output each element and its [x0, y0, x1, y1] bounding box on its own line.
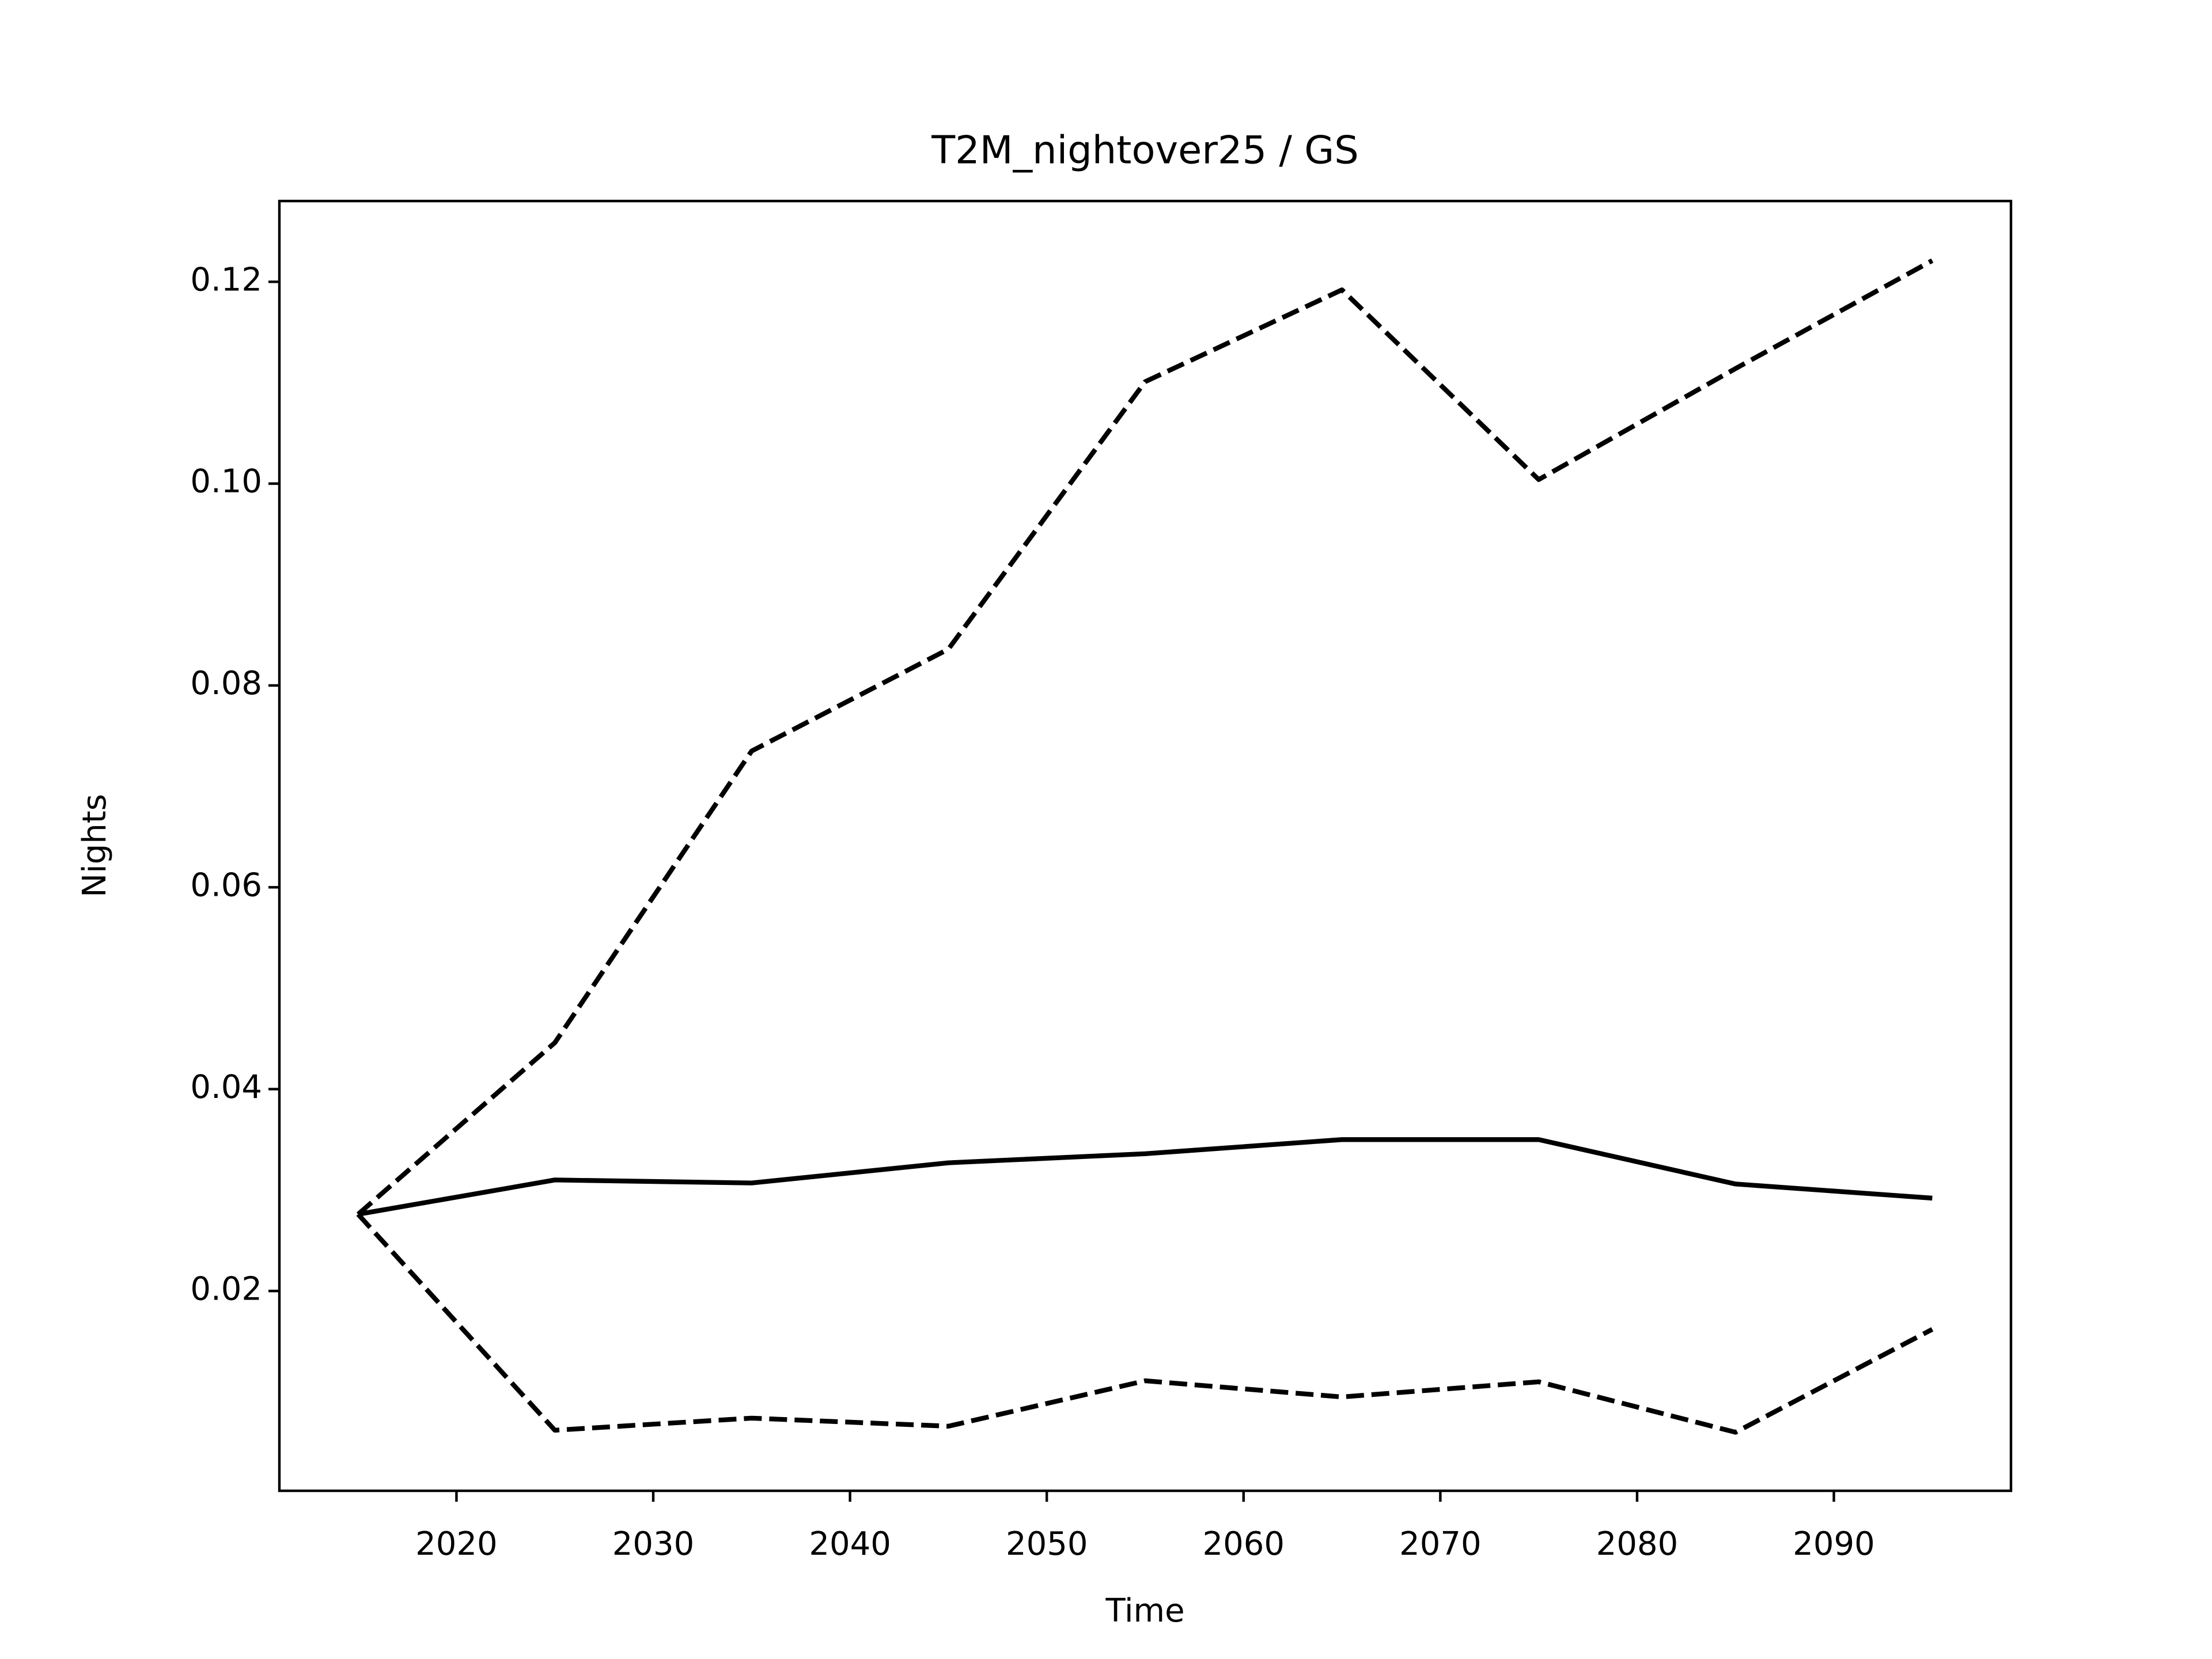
line-series [356, 258, 1934, 1217]
chart-title: T2M_nightover25 / GS [931, 128, 1358, 173]
x-axis-label: Time [1105, 1592, 1184, 1630]
y-tick-label: 0.08 [190, 665, 262, 702]
x-tick-label: 2080 [1596, 1525, 1679, 1563]
y-tick-label: 0.02 [190, 1270, 262, 1308]
y-tick-label: 0.06 [190, 866, 262, 904]
x-tick-label: 2060 [1203, 1525, 1285, 1563]
x-tick-label: 2070 [1399, 1525, 1482, 1563]
x-tick-label: 2030 [612, 1525, 695, 1563]
y-tick-label: 0.10 [190, 463, 262, 501]
x-tick-label: 2020 [415, 1525, 498, 1563]
y-tick-label: 0.12 [190, 261, 262, 298]
plot-frame [278, 199, 2013, 1493]
x-tick-label: 2090 [1793, 1525, 1875, 1563]
x-tick-label: 2040 [809, 1525, 891, 1563]
y-tick-label: 0.04 [190, 1069, 262, 1106]
line-series [356, 1213, 1934, 1435]
y-axis-label: Nights [76, 794, 113, 897]
x-tick-label: 2050 [1006, 1525, 1088, 1563]
line-series [357, 1137, 1933, 1217]
